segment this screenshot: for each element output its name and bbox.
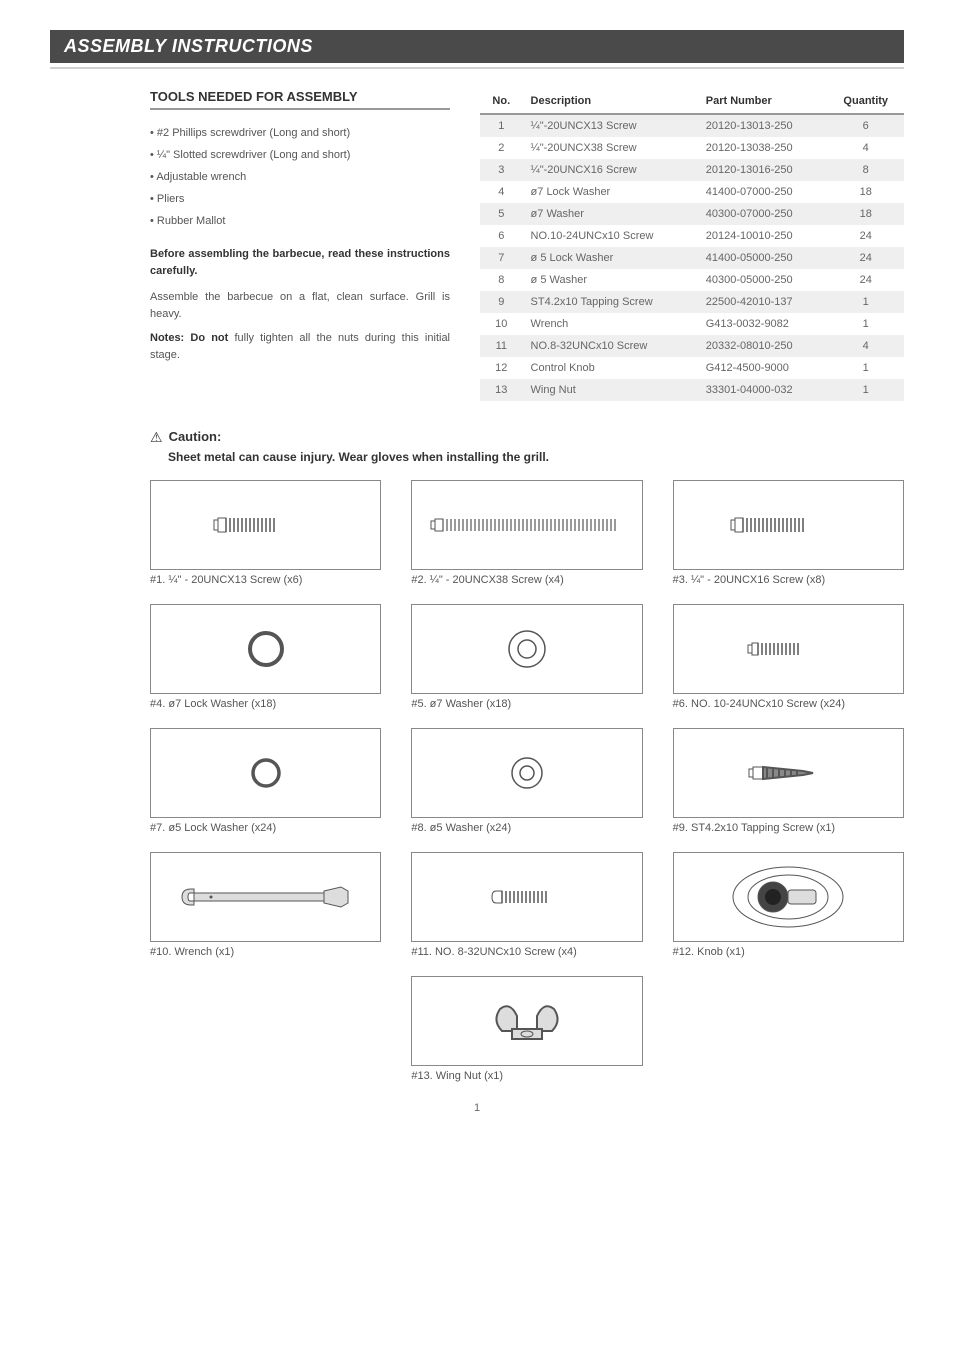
assemble-text: Assemble the barbecue on a flat, clean s… [150, 289, 450, 322]
part-caption: #10. Wrench (x1) [150, 946, 381, 958]
table-row: 2¼"-20UNCX38 Screw20120-13038-2504 [480, 137, 904, 159]
screw-long-icon [427, 505, 627, 545]
part-caption: #12. Knob (x1) [673, 946, 904, 958]
part-caption: #5. ø7 Washer (x18) [411, 698, 642, 710]
part-7: #7. ø5 Lock Washer (x24) [150, 728, 381, 834]
tool-item: • Adjustable wrench [150, 166, 450, 188]
part-caption: #1. ¼" - 20UNCX13 Screw (x6) [150, 574, 381, 586]
part-1: #1. ¼" - 20UNCX13 Screw (x6) [150, 480, 381, 586]
part-6: #6. NO. 10-24UNCx10 Screw (x24) [673, 604, 904, 710]
th-no: No. [480, 89, 523, 114]
tool-item: • Rubber Mallot [150, 210, 450, 232]
part-5: #5. ø7 Washer (x18) [411, 604, 642, 710]
parts-table-column: No. Description Part Number Quantity 1¼"… [480, 89, 904, 401]
part-caption: #11. NO. 8-32UNCx10 Screw (x4) [411, 946, 642, 958]
parts-grid: #1. ¼" - 20UNCX13 Screw (x6) #2. ¼" - 20… [50, 480, 904, 1082]
part-4: #4. ø7 Lock Washer (x18) [150, 604, 381, 710]
part-12: #12. Knob (x1) [673, 852, 904, 958]
table-row: 5ø7 Washer40300-07000-25018 [480, 203, 904, 225]
tools-column: TOOLS NEEDED FOR ASSEMBLY • #2 Phillips … [150, 89, 450, 401]
part-2: #2. ¼" - 20UNCX38 Screw (x4) [411, 480, 642, 586]
part-caption: #9. ST4.2x10 Tapping Screw (x1) [673, 822, 904, 834]
wing-nut-icon [482, 991, 572, 1051]
part-caption: #7. ø5 Lock Washer (x24) [150, 822, 381, 834]
part-13: #13. Wing Nut (x1) [411, 976, 642, 1082]
table-row: 8ø 5 Washer40300-05000-25024 [480, 269, 904, 291]
part-11: #11. NO. 8-32UNCx10 Screw (x4) [411, 852, 642, 958]
screw-icon [723, 500, 853, 550]
top-columns: TOOLS NEEDED FOR ASSEMBLY • #2 Phillips … [50, 89, 904, 401]
part-8: #8. ø5 Washer (x24) [411, 728, 642, 834]
table-row: 3¼"-20UNCX16 Screw20120-13016-2508 [480, 159, 904, 181]
part-caption: #4. ø7 Lock Washer (x18) [150, 698, 381, 710]
part-caption: #13. Wing Nut (x1) [411, 1070, 642, 1082]
notes-text: Notes: Do not fully tighten all the nuts… [150, 330, 450, 363]
part-caption: #8. ø5 Washer (x24) [411, 822, 642, 834]
tools-list: • #2 Phillips screwdriver (Long and shor… [150, 122, 450, 232]
page-number: 1 [50, 1102, 904, 1114]
parts-table: No. Description Part Number Quantity 1¼"… [480, 89, 904, 401]
part-3: #3. ¼" - 20UNCX16 Screw (x8) [673, 480, 904, 586]
tool-item: • Pliers [150, 188, 450, 210]
table-row: 1¼"-20UNCX13 Screw20120-13013-2506 [480, 114, 904, 137]
part-10: #10. Wrench (x1) [150, 852, 381, 958]
th-qty: Quantity [827, 89, 904, 114]
tool-item: • ¼" Slotted screwdriver (Long and short… [150, 144, 450, 166]
tool-item: • #2 Phillips screwdriver (Long and shor… [150, 122, 450, 144]
section-header: ASSEMBLY INSTRUCTIONS [50, 30, 904, 63]
screw-small-icon [482, 877, 572, 917]
caution-subtext: Sheet metal can cause injury. Wear glove… [168, 450, 904, 464]
screw-icon [206, 500, 326, 550]
lock-washer-icon [244, 751, 288, 795]
lock-washer-icon [241, 624, 291, 674]
tools-heading: TOOLS NEEDED FOR ASSEMBLY [150, 89, 450, 110]
tapping-screw-icon [743, 753, 833, 793]
table-row: 10WrenchG413-0032-90821 [480, 313, 904, 335]
screw-small-icon [738, 629, 838, 669]
washer-icon [502, 624, 552, 674]
divider-line [50, 67, 904, 69]
part-caption: #6. NO. 10-24UNCx10 Screw (x24) [673, 698, 904, 710]
caution-row: ⚠ Caution: [150, 429, 904, 446]
part-caption: #2. ¼" - 20UNCX38 Screw (x4) [411, 574, 642, 586]
before-text: Before assembling the barbecue, read the… [150, 246, 450, 279]
th-pn: Part Number [698, 89, 828, 114]
table-row: 11NO.8-32UNCx10 Screw20332-08010-2504 [480, 335, 904, 357]
washer-icon [505, 751, 549, 795]
caution-label: Caution: [169, 429, 222, 444]
part-caption: #3. ¼" - 20UNCX16 Screw (x8) [673, 574, 904, 586]
table-row: 9ST4.2x10 Tapping Screw22500-42010-1371 [480, 291, 904, 313]
table-row: 12Control KnobG412-4500-90001 [480, 357, 904, 379]
table-row: 6NO.10-24UNCx10 Screw20124-10010-25024 [480, 225, 904, 247]
th-desc: Description [523, 89, 698, 114]
knob-icon [718, 862, 858, 932]
table-row: 7ø 5 Lock Washer41400-05000-25024 [480, 247, 904, 269]
table-row: 4ø7 Lock Washer41400-07000-25018 [480, 181, 904, 203]
warning-icon: ⚠ [150, 429, 163, 446]
part-9: #9. ST4.2x10 Tapping Screw (x1) [673, 728, 904, 834]
wrench-icon [176, 867, 356, 927]
table-row: 13Wing Nut33301-04000-0321 [480, 379, 904, 401]
